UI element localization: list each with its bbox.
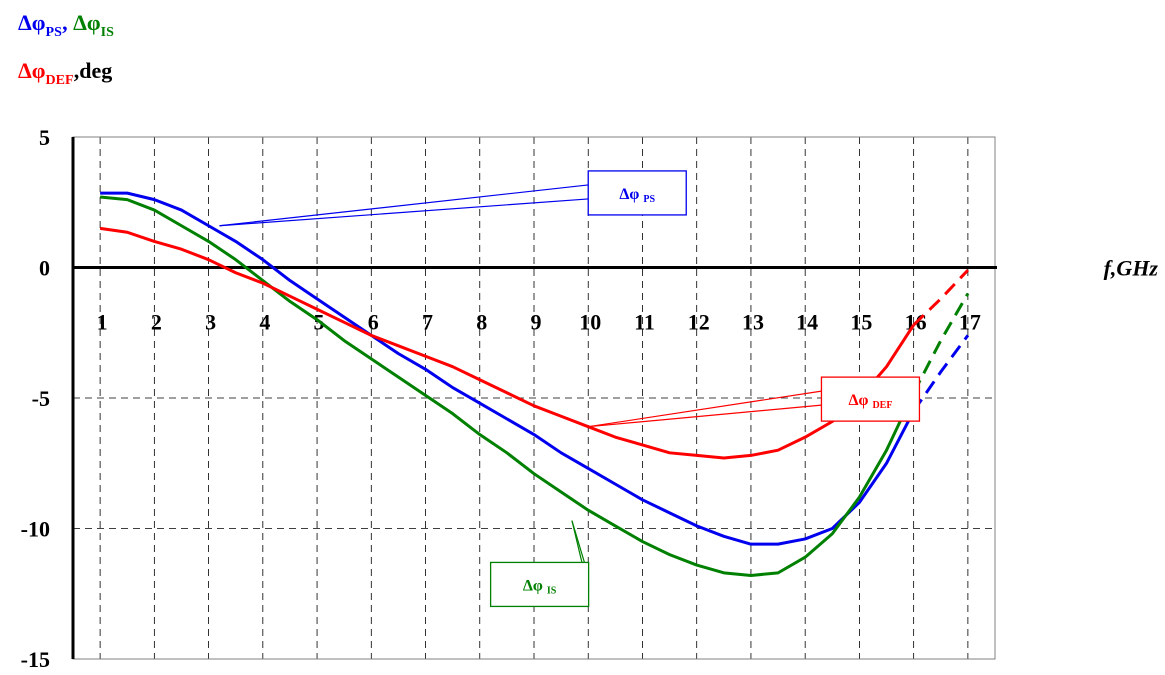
callout-box [489,561,590,608]
callout-label: Δφ DEF [848,392,892,411]
title-part: Δφ [73,10,101,35]
title-part-sub: DEF [46,73,74,88]
callout-leader [219,184,589,227]
x-tick-label: 1 [97,310,108,335]
series-line-is [99,195,916,577]
x-tick-labels: 1 2 3 4 5 6 7 8 9 10 11 12 13 14 15 16 17 [97,310,981,335]
callout-label-sub: PS [643,194,655,205]
title-part: Δφ [18,10,46,35]
x-tick-label: 10 [579,310,601,335]
series [99,191,970,577]
x-tick-label: 6 [368,310,379,335]
callout-label-main: Δφ [523,577,547,594]
callout-label-sub: IS [547,585,557,596]
callout-label-main: Δφ [619,186,643,203]
x-tick-label: 7 [422,310,433,335]
x-tick-label: 14 [796,310,818,335]
callout-box [587,170,687,216]
chart-title: ΔφPS , ΔφIS ΔφDEF ,deg [18,10,114,88]
x-tick-label: 4 [259,310,270,335]
callout-leader [588,390,822,428]
y-tick-labels: 5 0 -5 -10 -15 [21,125,50,672]
callout-ps: Δφ PS [219,170,687,227]
y-tick-label: 0 [39,256,50,281]
callout-label-main: Δφ [848,392,872,409]
x-tick-label: 11 [634,310,655,335]
callout-label: Δφ PS [619,186,655,205]
title-line-1: ΔφPS , ΔφIS [18,10,114,40]
title-line-2: ΔφDEF ,deg [18,58,112,88]
y-tick-label: -15 [21,647,50,672]
series-line-ps [100,191,915,546]
x-tick-label: 9 [531,310,542,335]
y-tick-label: 5 [39,125,50,150]
x-tick-label: 15 [850,310,872,335]
callout-is: Δφ IS [489,520,590,608]
y-tick-label: -5 [32,386,50,411]
title-part: Δφ [18,58,46,83]
series-extrapolation-is [912,292,970,394]
y-tick-label: -10 [21,517,50,542]
series-extrapolation-def [912,269,969,327]
x-tick-label: 3 [205,310,216,335]
callout-leader [588,404,822,428]
callout-label-sub: DEF [872,400,892,411]
title-part-sub: IS [101,25,114,40]
x-tick-label: 13 [742,310,764,335]
x-axis-label: f,GHz [1104,256,1159,281]
title-part: , [62,10,73,35]
series-extrapolation-ps [912,334,970,412]
title-part-sub: PS [46,25,63,40]
x-tick-label: 12 [688,310,710,335]
series-line-def [99,226,915,460]
title-part: ,deg [74,58,113,83]
x-tick-label: 17 [959,310,981,335]
callout-box [820,376,921,422]
callout-def: Δφ DEF [588,376,921,428]
x-tick-label: 8 [476,310,487,335]
callout-leader [219,198,589,227]
x-tick-label: 2 [151,310,162,335]
callout-label: Δφ IS [523,577,557,596]
